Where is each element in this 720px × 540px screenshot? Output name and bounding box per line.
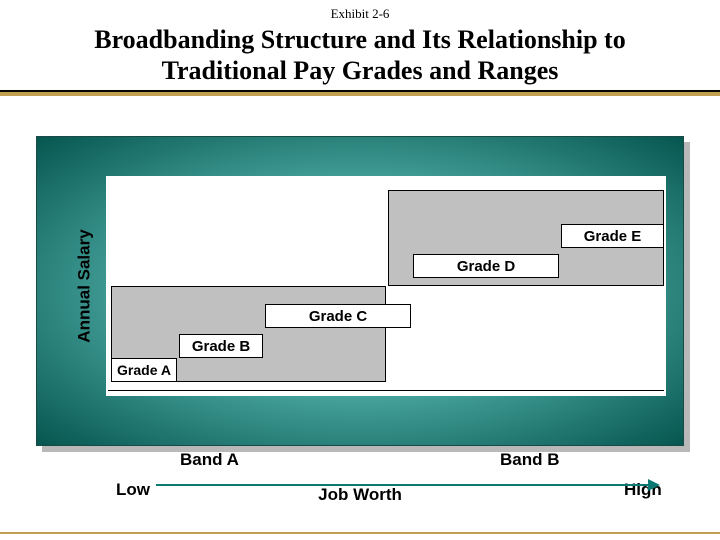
page-title: Broadbanding Structure and Its Relations… (0, 22, 720, 90)
band-b-label: Band B (500, 450, 560, 470)
y-axis-text: Annual Salary (75, 229, 95, 342)
chart-container: Annual Salary Grade A Grade B Grade C Gr… (36, 136, 684, 446)
y-axis-label: Annual Salary (70, 186, 100, 386)
band-a-label: Band A (180, 450, 239, 470)
grade-b: Grade B (179, 334, 263, 358)
x-axis-label: Job Worth (318, 485, 402, 505)
grade-a: Grade A (111, 358, 177, 382)
exhibit-label: Exhibit 2-6 (0, 0, 720, 22)
axis-arrow-line (156, 484, 652, 486)
title-line-1: Broadbanding Structure and Its Relations… (94, 25, 625, 54)
grade-e: Grade E (561, 224, 664, 248)
axis-low-label: Low (116, 480, 150, 500)
axis-arrow-head-icon (648, 479, 660, 491)
footer-rule (0, 532, 720, 534)
baseline (108, 390, 664, 391)
title-line-2: Traditional Pay Grades and Ranges (162, 56, 559, 85)
plot-area: Grade A Grade B Grade C Grade D Grade E (106, 176, 666, 396)
grade-c: Grade C (265, 304, 411, 328)
grade-d: Grade D (413, 254, 559, 278)
header-rule (0, 90, 720, 96)
